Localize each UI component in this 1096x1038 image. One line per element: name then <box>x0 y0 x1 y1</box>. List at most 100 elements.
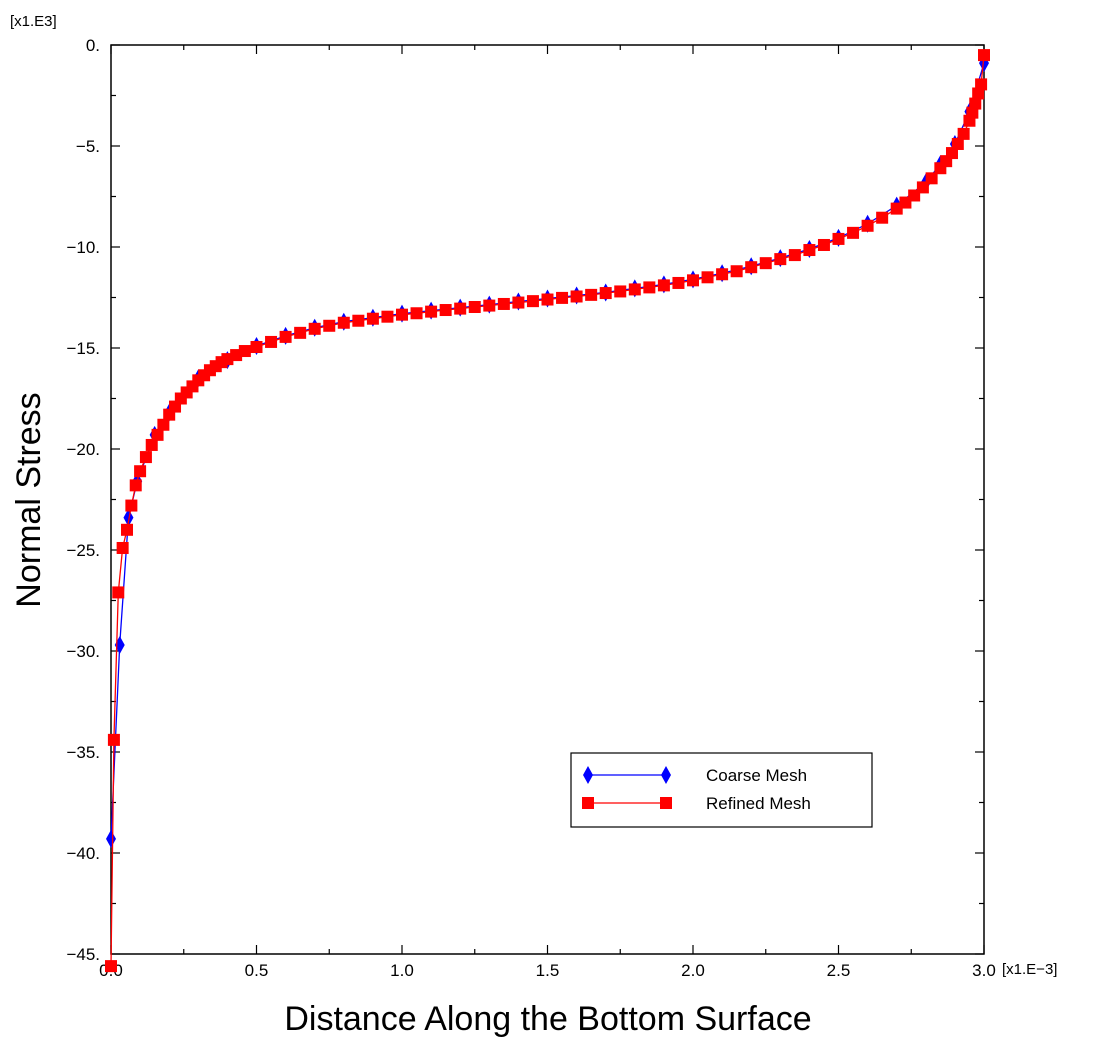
legend-coarse-marker-left <box>583 766 593 784</box>
data-point <box>701 271 714 284</box>
series-line <box>110 63 985 839</box>
x-tick-label: 0.5 <box>245 961 269 980</box>
data-point <box>106 829 116 848</box>
y-tick-label: −20. <box>66 440 100 459</box>
data-point <box>250 340 263 353</box>
data-point <box>916 181 929 194</box>
data-point <box>978 49 990 62</box>
data-point <box>497 297 510 310</box>
legend-refined-label: Refined Mesh <box>706 794 811 813</box>
data-point <box>125 499 138 512</box>
data-point <box>107 733 120 746</box>
x-tick-labels: 0.00.51.01.52.02.53.0 <box>99 961 996 980</box>
data-point <box>556 291 569 304</box>
data-point <box>112 586 125 599</box>
legend-coarse-marker-right <box>661 766 671 784</box>
data-point <box>957 127 970 140</box>
data-point <box>628 283 641 296</box>
data-point <box>129 479 142 492</box>
data-point <box>323 319 336 332</box>
data-point <box>279 330 292 343</box>
legend: Coarse Mesh Refined Mesh <box>570 752 873 828</box>
data-point <box>730 265 743 278</box>
data-point <box>366 312 379 325</box>
data-point <box>381 310 394 323</box>
data-point <box>105 960 117 973</box>
legend-refined-marker-right <box>660 797 672 809</box>
data-point <box>585 288 598 301</box>
data-point <box>308 322 321 335</box>
data-point <box>337 316 350 329</box>
y-tick-label: −40. <box>66 844 100 863</box>
y-tick-label: −30. <box>66 642 100 661</box>
data-point <box>123 508 134 527</box>
legend-refined-marker-left <box>582 797 594 809</box>
data-point <box>657 279 670 292</box>
data-point <box>145 438 158 451</box>
data-point <box>803 244 816 257</box>
x-tick-label: 1.0 <box>390 961 414 980</box>
data-point <box>526 295 539 308</box>
data-point <box>672 276 685 289</box>
y-axis-title: Normal Stress <box>10 392 48 607</box>
data-point <box>599 287 612 300</box>
series-coarse-mesh <box>106 54 989 848</box>
data-point <box>512 296 525 309</box>
y-tick-label: −45. <box>66 945 100 964</box>
data-point <box>951 137 964 150</box>
axis-ticks <box>110 44 985 955</box>
data-point <box>454 302 467 315</box>
series-layer <box>105 49 990 973</box>
data-point <box>969 97 982 110</box>
data-point <box>439 304 452 317</box>
data-point <box>396 308 408 321</box>
y-tick-labels: 0. −5. −10. −15. −20. −25. −30. −35. −40. −45. <box>66 36 100 964</box>
data-point <box>966 106 979 119</box>
data-point <box>925 172 938 185</box>
data-point <box>945 147 958 160</box>
x-tick-label: 2.0 <box>681 961 705 980</box>
series-refined-mesh <box>105 49 990 973</box>
data-point <box>157 418 170 431</box>
data-point <box>570 290 583 303</box>
data-point <box>134 465 147 478</box>
data-point <box>139 451 152 464</box>
data-point <box>745 261 758 274</box>
legend-coarse-label: Coarse Mesh <box>706 766 807 785</box>
y-tick-label: −25. <box>66 541 100 560</box>
y-tick-label: 0. <box>86 36 100 55</box>
data-point <box>817 238 830 251</box>
data-point <box>352 314 365 327</box>
x-tick-label: 1.5 <box>536 961 560 980</box>
data-point <box>410 307 423 320</box>
legend-box <box>570 752 873 828</box>
data-point <box>468 300 481 313</box>
x-axis-title: Distance Along the Bottom Surface <box>284 1000 811 1038</box>
data-point <box>788 249 801 262</box>
series-line <box>110 55 985 967</box>
data-point <box>541 293 554 306</box>
y-multiplier: [x1.E3] <box>10 13 57 30</box>
data-point <box>238 345 251 358</box>
data-point <box>425 305 438 318</box>
data-point <box>716 268 729 281</box>
data-point <box>265 335 278 348</box>
data-point <box>774 253 787 266</box>
data-point <box>687 274 699 287</box>
data-point <box>116 541 129 554</box>
data-point <box>643 281 656 294</box>
y-tick-label: −15. <box>66 339 100 358</box>
data-point <box>759 257 772 270</box>
y-tick-label: −10. <box>66 238 100 257</box>
y-tick-label: −35. <box>66 743 100 762</box>
x-multiplier: [x1.E−3] <box>1002 961 1057 978</box>
y-tick-label: −5. <box>76 137 100 156</box>
data-point <box>975 78 988 91</box>
x-tick-label: 3.0 <box>972 961 996 980</box>
data-point <box>121 523 134 536</box>
data-point <box>861 219 874 232</box>
x-tick-label: 2.5 <box>827 961 851 980</box>
data-point <box>847 226 860 239</box>
data-point <box>832 232 845 245</box>
